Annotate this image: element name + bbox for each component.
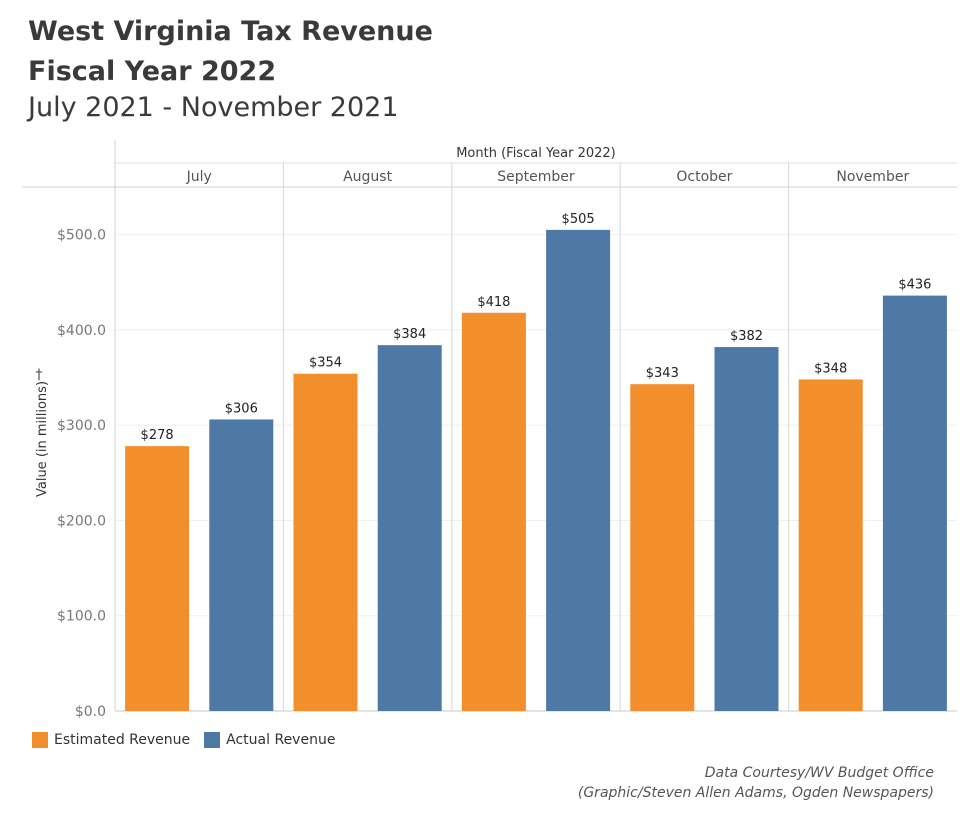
legend-label-actual: Actual Revenue: [226, 732, 336, 748]
chart-title: West Virginia Tax Revenue Fiscal Year 20…: [28, 12, 433, 92]
column-header: Month (Fiscal Year 2022): [456, 146, 616, 161]
chart-subtitle: July 2021 - November 2021: [28, 92, 399, 123]
y-tick-label: $500.0: [57, 228, 106, 244]
bar-actual-november: [882, 295, 947, 711]
pin-icon: †: [36, 367, 43, 383]
bar-actual-september: [546, 229, 611, 711]
bar-estimated-august: [293, 373, 358, 711]
bar-estimated-november: [798, 379, 863, 711]
x-tick-label-august: August: [343, 169, 393, 185]
legend-swatch-actual: [204, 732, 221, 748]
bar-estimated-july: [125, 446, 190, 711]
data-label: $343: [646, 366, 679, 381]
credit-line-1: Data Courtesy/WV Budget Office: [704, 765, 934, 781]
bar-estimated-october: [630, 384, 695, 711]
y-axis-label: Value (in millions): [35, 381, 50, 497]
y-tick-label: $100.0: [57, 609, 106, 625]
bar-actual-august: [377, 345, 442, 711]
title-line-1: West Virginia Tax Revenue: [28, 16, 433, 47]
data-label: $348: [814, 361, 847, 376]
y-tick-label: $200.0: [57, 513, 106, 529]
legend: Estimated Revenue Actual Revenue: [32, 732, 349, 748]
y-tick-label: $0.0: [75, 704, 106, 720]
data-label: $354: [309, 356, 342, 371]
bar-estimated-september: [461, 312, 526, 711]
data-label: $418: [477, 295, 510, 310]
legend-swatch-estimated: [32, 732, 48, 748]
data-label: $384: [393, 327, 426, 342]
x-tick-label-november: November: [836, 169, 909, 185]
legend-item-actual[interactable]: Actual Revenue: [204, 732, 335, 748]
bar-actual-july: [209, 419, 274, 711]
data-label: $436: [898, 278, 931, 293]
x-tick-label-july: July: [186, 169, 212, 185]
legend-item-estimated[interactable]: Estimated Revenue: [32, 732, 190, 748]
title-line-2: Fiscal Year 2022: [28, 56, 277, 87]
credit-line-2: (Graphic/Steven Allen Adams, Ogden Newsp…: [577, 785, 934, 801]
legend-label-estimated: Estimated Revenue: [54, 732, 191, 748]
y-tick-label: $400.0: [57, 323, 106, 339]
y-tick-label: $300.0: [57, 418, 106, 434]
data-label: $382: [730, 329, 763, 344]
credit: Data Courtesy/WV Budget Office (Graphic/…: [578, 763, 934, 803]
x-tick-label-september: September: [497, 169, 575, 185]
data-label: $278: [141, 428, 174, 443]
data-label: $505: [562, 212, 595, 227]
x-tick-label-october: October: [676, 169, 732, 185]
bar-actual-october: [714, 347, 779, 711]
data-label: $306: [225, 401, 258, 416]
